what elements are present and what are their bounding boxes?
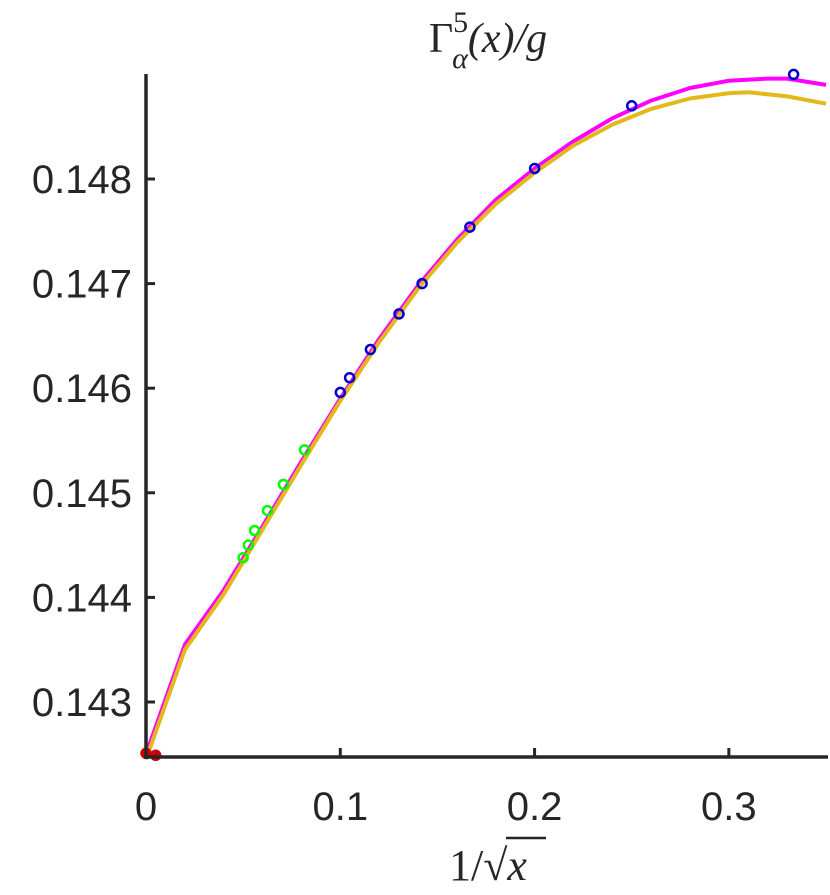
y-tick-label: 0.148 — [32, 158, 132, 202]
series-2-point — [277, 478, 290, 491]
series-2-point — [248, 524, 261, 537]
y-tick-label: 0.143 — [32, 681, 132, 725]
series-3-point — [787, 68, 800, 81]
series-3-point — [464, 221, 476, 233]
y-tick-label: 0.145 — [32, 472, 132, 516]
xlabel-radical: √ — [483, 841, 508, 890]
y-tick-layer: 0.143 0.144 0.145 0.146 0.147 0.148 — [32, 158, 155, 725]
title-subscript: α — [452, 42, 469, 75]
series-3-point — [364, 343, 377, 356]
series-3-point — [625, 100, 638, 112]
series-2-point — [261, 504, 274, 517]
curve-layer — [144, 76, 827, 761]
title-rest: (x)/g — [468, 16, 547, 62]
series-3-point — [334, 386, 347, 399]
marker-layer — [140, 68, 800, 762]
series-2-point — [298, 444, 311, 456]
xlabel-var: x — [506, 841, 527, 890]
xlabel-prefix: 1/ — [449, 841, 484, 890]
x-axis-label: 1/√x — [449, 841, 527, 890]
series-0-curve — [144, 76, 827, 755]
x-tick-label: 0.1 — [312, 785, 368, 829]
x-tick-label: 0 — [135, 785, 157, 829]
series-2-point — [242, 539, 255, 551]
series-3-point — [528, 162, 541, 175]
x-tick-layer: 0 0.1 0.2 0.3 — [135, 748, 757, 829]
chart-title: Γ5 α(x)/g — [429, 6, 547, 75]
x-tick-label: 0.3 — [701, 785, 757, 829]
title-gamma: Γ — [429, 16, 453, 62]
series-3-point — [393, 308, 405, 320]
title-superscript: 5 — [453, 6, 468, 39]
series-2-point — [237, 551, 249, 564]
series-3-point — [416, 277, 428, 290]
x-tick-label: 0.2 — [507, 785, 563, 829]
series-3-point — [343, 371, 356, 384]
y-tick-label: 0.146 — [32, 367, 132, 411]
y-tick-label: 0.144 — [32, 576, 132, 620]
y-tick-label: 0.147 — [32, 263, 132, 307]
series-1-curve — [144, 90, 827, 761]
